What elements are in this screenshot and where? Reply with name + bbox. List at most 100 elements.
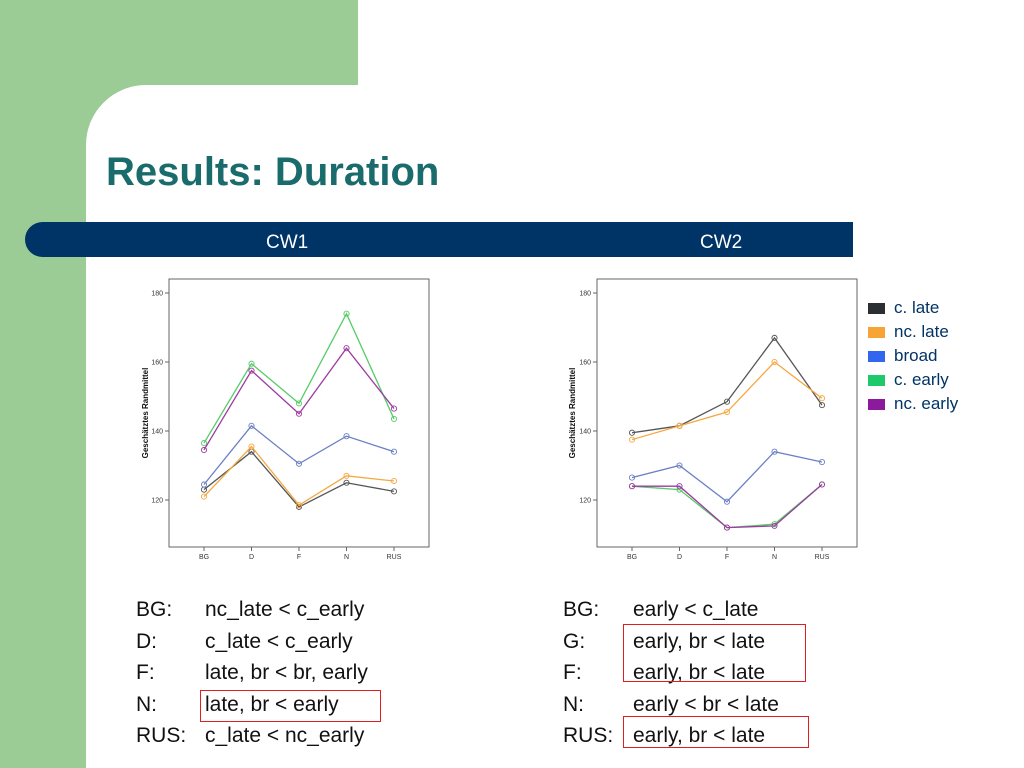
x-tick-label: D — [249, 554, 254, 561]
data-point — [200, 446, 208, 454]
series-line — [632, 483, 823, 529]
data-point — [818, 395, 826, 402]
data-point — [390, 415, 398, 422]
result-text: early < c_late — [633, 598, 759, 621]
data-point — [343, 345, 350, 352]
series-line — [631, 450, 823, 503]
data-point — [676, 462, 683, 469]
data-point — [248, 443, 255, 450]
result-code: BG: — [136, 598, 173, 621]
result-text: c_late < nc_early — [205, 724, 365, 747]
result-text: nc_late < c_early — [205, 598, 365, 621]
legend-label: nc. early — [894, 394, 959, 413]
legend-swatch-c-late — [868, 302, 885, 314]
result-code: RUS: — [563, 724, 614, 747]
data-point — [818, 458, 826, 466]
data-point — [248, 360, 255, 367]
legend-label: broad — [894, 346, 938, 365]
data-point — [723, 524, 731, 531]
y-tick-label: 140 — [151, 429, 163, 436]
result-text: late, br < br, early — [205, 661, 368, 684]
result-code: RUS: — [136, 724, 187, 747]
data-point — [676, 483, 683, 490]
data-point — [628, 474, 636, 481]
series-line — [631, 336, 823, 434]
legend-swatch-broad — [868, 350, 885, 362]
result-code: N: — [136, 692, 157, 716]
series-line — [203, 445, 395, 507]
highlight-box-cw1-n — [200, 690, 381, 722]
series-line — [203, 424, 395, 485]
data-point — [295, 502, 303, 509]
data-point — [343, 310, 350, 317]
series-line — [203, 450, 395, 508]
result-code: G: — [563, 629, 586, 653]
legend-item: c. late — [868, 296, 958, 320]
x-tick-label: N — [772, 554, 777, 561]
data-point — [248, 367, 255, 374]
x-tick-label: D — [677, 554, 682, 561]
legend-item: nc. late — [868, 320, 958, 344]
y-tick-label: 120 — [579, 498, 591, 505]
data-point — [390, 477, 398, 485]
data-point — [200, 481, 208, 488]
data-point — [390, 448, 398, 455]
series-line — [203, 347, 395, 451]
data-point — [628, 429, 636, 436]
x-tick-label: RUS — [387, 554, 402, 561]
result-text: c_late < c_early — [205, 629, 353, 653]
data-point — [295, 460, 303, 467]
result-text: early, br < late — [633, 661, 766, 684]
result-code: F: — [136, 661, 155, 684]
legend-label: c. early — [894, 370, 949, 389]
y-axis-label: Geschätztes Randmittel — [568, 368, 577, 459]
chart-cw2: 120 140 160 180 BG D F N RUS Geschätztes Randmitt… — [568, 278, 858, 561]
data-point — [200, 440, 208, 447]
data-point — [248, 422, 255, 429]
data-point — [771, 358, 778, 366]
data-point — [818, 402, 826, 409]
result-text: late, br < early — [205, 692, 339, 716]
data-point — [390, 405, 398, 412]
data-point — [628, 436, 636, 443]
y-axis-label: Geschätztes Randmittel — [141, 368, 150, 459]
x-tick-label: BG — [199, 554, 209, 561]
data-point — [771, 448, 778, 455]
x-tick-label: BG — [627, 554, 637, 561]
data-point — [295, 400, 303, 407]
data-point — [343, 433, 350, 440]
y-tick-label: 140 — [579, 429, 591, 436]
band-label-cw2: CW2 — [700, 232, 743, 253]
legend-label: c. late — [894, 298, 940, 317]
result-text: early < br < late — [633, 692, 779, 716]
y-tick-label: 120 — [151, 498, 163, 505]
result-code: D: — [136, 629, 157, 653]
data-point — [723, 498, 731, 505]
x-tick-label: F — [725, 554, 729, 561]
highlight-box-cw2-rus — [623, 716, 809, 748]
data-point — [628, 483, 636, 490]
data-point — [771, 334, 778, 341]
y-tick-label: 180 — [151, 291, 163, 298]
result-text: early, br < late — [633, 629, 766, 653]
plot-frame — [596, 278, 858, 548]
x-tick-label: F — [297, 554, 301, 561]
band-label-cw1: CW1 — [266, 232, 309, 253]
result-code: F: — [563, 661, 582, 684]
result-text: early, br < late — [633, 724, 766, 747]
legend-swatch-nc-early — [868, 398, 885, 410]
data-point — [295, 410, 303, 417]
legend-item: nc. early — [868, 392, 958, 416]
y-tick-label: 160 — [151, 360, 163, 367]
y-tick-label: 180 — [579, 291, 591, 298]
legend-label: nc. late — [894, 322, 949, 341]
data-point — [676, 422, 683, 429]
x-tick-label: N — [344, 554, 349, 561]
header-band — [25, 222, 853, 257]
series-line — [631, 361, 823, 441]
data-point — [200, 493, 208, 500]
data-point — [723, 408, 731, 416]
legend-item: broad — [868, 344, 958, 368]
slide-title: Results: Duration — [106, 150, 440, 194]
